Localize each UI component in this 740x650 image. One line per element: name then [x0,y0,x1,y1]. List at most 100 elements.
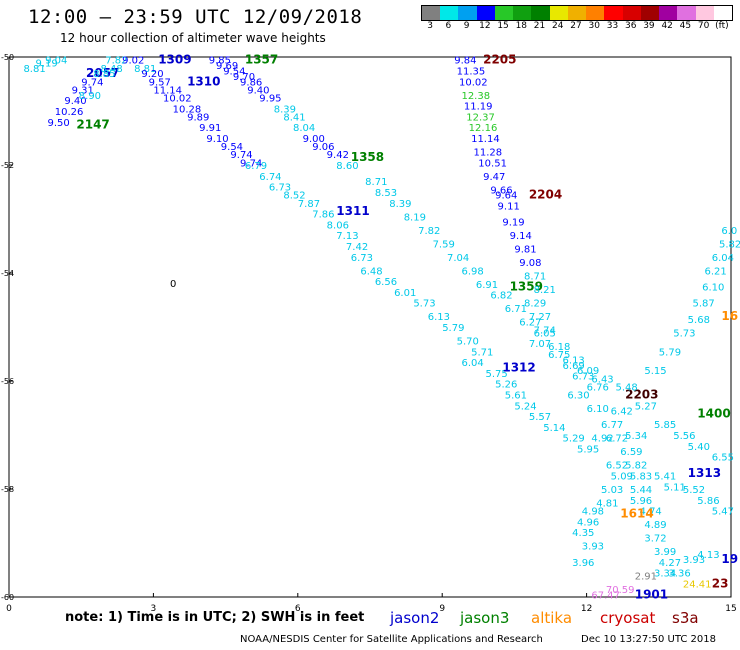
color-scale-tick: 12 [479,21,491,31]
wave-height-value: 6.10 [702,283,724,294]
color-swatch [659,6,678,20]
wave-height-value: 5.75 [486,369,508,380]
wave-height-value: 8.71 [365,177,387,188]
color-scale-tick: 18 [515,21,528,31]
wave-height-value: 3.93 [683,555,705,566]
pass-time-label: 2205 [483,53,516,67]
color-swatch [677,6,696,20]
wave-height-value: 6.52 [606,461,628,472]
pass-time-label: 2147 [76,118,109,132]
pass-time-label: 16 [721,309,738,323]
wave-height-value: 6.76 [587,382,609,393]
wave-height-value: 9.19 [35,58,57,69]
color-scale-tick: 21 [533,21,546,31]
plot-frame [8,56,732,598]
wave-height-value: 5.70 [457,337,479,348]
wave-height-value: 70.59 [606,585,635,596]
wave-height-value: 5.68 [688,315,710,326]
pass-time-label: 23 [712,577,729,591]
wave-height-value: 6.18 [548,342,570,353]
wave-height-value: 5.79 [442,323,464,334]
wave-height-value: 9.04 [45,56,67,67]
wave-height-value: 5.29 [563,434,585,445]
wave-height-value: 7.42 [346,242,368,253]
x-tick-label: 12 [581,604,592,614]
satellite-legend-altika: altika [531,609,573,627]
x-tick-label: 0 [6,604,12,614]
wave-height-value: 4.74 [640,507,662,518]
pass-time-label: 1309 [158,53,191,67]
wave-height-value: 9.06 [312,142,334,153]
wave-height-value: 6.79 [245,161,267,172]
wave-height-value: 4.98 [582,507,604,518]
wave-height-value: 7.59 [433,239,455,250]
wave-height-value: 9.50 [48,118,70,129]
color-swatch [604,6,623,20]
wave-height-value: 5.82 [625,461,647,472]
wave-height-value: 5.57 [529,412,551,423]
color-swatch [567,6,587,20]
wave-height-value: 4.96 [577,517,599,528]
chart-subtitle: 12 hour collection of altimeter wave hei… [60,31,326,45]
wave-height-value: 5.24 [514,401,536,412]
footer-note: note: 1) Time is in UTC; 2) SWH is in fe… [65,610,365,625]
wave-height-value: 9.10 [206,134,228,145]
pass-time-label: 1614 [620,506,653,520]
wave-height-value: 5.56 [673,431,695,442]
wave-height-value: 9.89 [187,112,209,123]
wave-height-value: 4.81 [596,499,618,510]
wave-height-value: 9.86 [240,77,262,88]
wave-height-value: 6.0 [721,226,737,237]
x-tick-label: 3 [151,604,157,614]
wave-height-value: 5.26 [495,380,517,391]
pass-time-label: 1359 [510,280,543,294]
color-scale-tick: (ft) [715,21,729,31]
chart-title: 12:00 — 23:59 UTC 12/09/2018 [28,6,363,28]
color-scale-bar [421,5,733,21]
wave-height-value: 6.91 [476,280,498,291]
credit-line: NOAA/NESDIS Center for Satellite Applica… [240,634,543,645]
wave-height-value: 9.70 [233,72,255,83]
color-swatch [713,6,732,20]
wave-height-value: 9.54 [223,67,245,78]
wave-height-value: 6.13 [428,312,450,323]
pass-time-label: 2203 [625,388,658,402]
color-scale-tick: 30 [588,21,600,31]
wave-height-value: 4.89 [644,520,666,531]
wave-height-value: 3.99 [654,547,676,558]
wave-height-value: 5.73 [413,299,435,310]
wave-height-value: 8.60 [336,161,358,172]
pass-time-label: 2204 [529,188,562,202]
color-scale-tick: 6 [445,21,452,31]
wave-height-value: 10.02 [459,77,488,88]
color-swatch [494,6,514,20]
wave-height-value: 5.44 [630,485,652,496]
wave-height-value: 5.03 [601,485,623,496]
wave-height-value: 9.40 [64,96,86,107]
wave-height-value: 12.38 [461,91,490,102]
wave-height-value: 8.53 [375,188,397,199]
wave-height-value: 4.35 [572,528,594,539]
wave-height-value: 5.82 [719,239,740,250]
wave-height-value: 67.47 [591,590,620,601]
x-tick-label: 9 [439,604,445,614]
x-tick-label: 15 [725,604,736,614]
color-swatch [695,6,714,20]
wave-height-value: 5.47 [712,507,734,518]
wave-height-value: 6.73 [269,183,291,194]
wave-height-value: 3.96 [572,558,594,569]
wave-height-value: 6.05 [534,328,556,339]
pass-time-label: 1313 [688,466,721,480]
wave-height-value: 3.72 [644,534,666,545]
wave-height-value: 10.26 [55,107,84,118]
wave-height-value: 6.73 [351,253,373,264]
wave-height-value: 8.29 [524,299,546,310]
wave-height-value: 5.85 [654,420,676,431]
wave-height-value: 4.92 [591,434,613,445]
pass-time-label: 1357 [245,53,278,67]
stray-mark-label: 0 [170,279,176,290]
wave-height-value: 9.57 [149,77,171,88]
wave-height-value: 8.90 [79,91,101,102]
wave-height-value: 8.81 [23,64,45,75]
wave-height-value: 9.74 [230,150,252,161]
